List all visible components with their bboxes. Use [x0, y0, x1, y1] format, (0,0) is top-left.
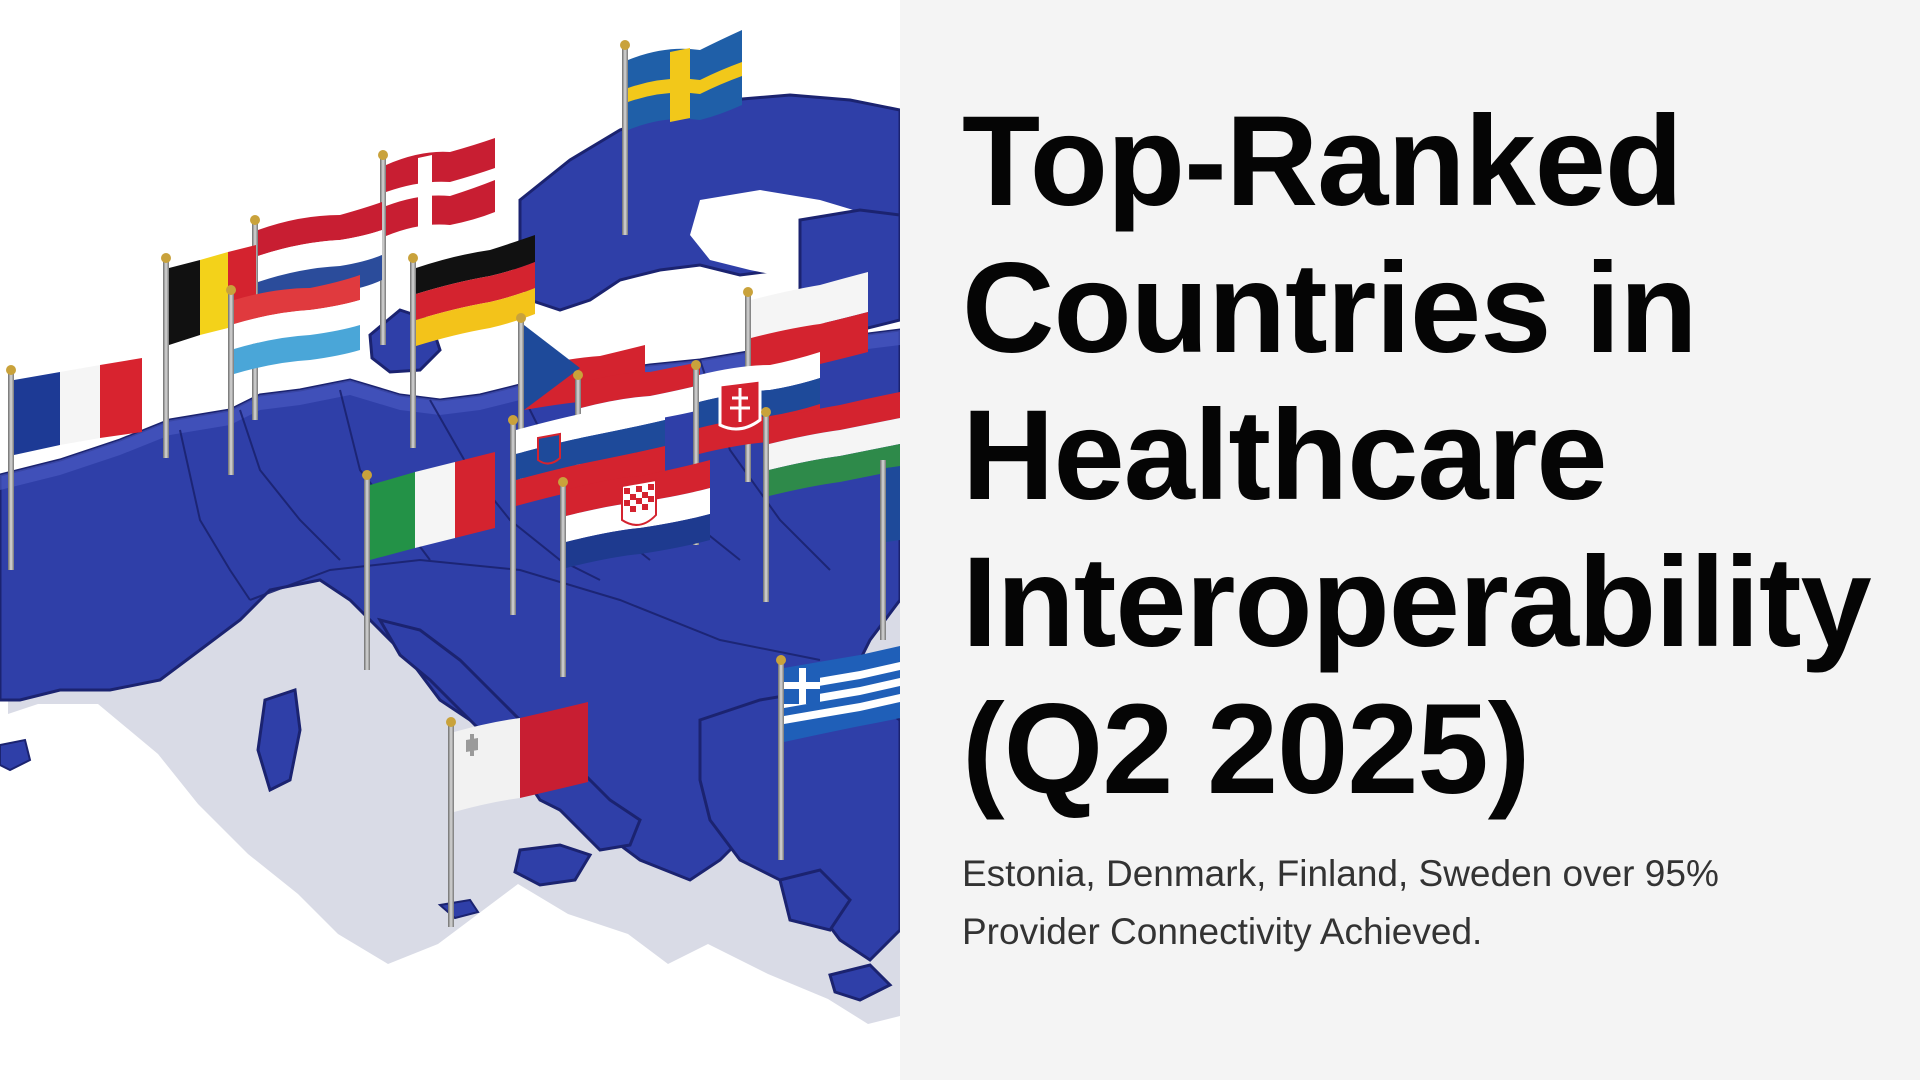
headline-line: Top-Ranked [962, 90, 1683, 233]
flag-greece [776, 646, 900, 860]
headline: Top-Ranked Countries in Healthcare Inter… [962, 88, 1880, 823]
flag-france [6, 358, 142, 570]
headline-line: Healthcare [962, 384, 1608, 527]
subtext: Estonia, Denmark, Finland, Sweden over 9… [962, 853, 1719, 952]
flag-denmark [378, 138, 495, 345]
headline-line: (Q2 2025) [962, 678, 1530, 821]
flag-sweden [620, 30, 742, 235]
headline-line: Countries in [962, 237, 1698, 380]
flag-hungary [761, 392, 900, 602]
europe-map-illustration [0, 0, 900, 1080]
flag-germany [408, 235, 535, 448]
flag-luxembourg [226, 275, 360, 475]
flag-malta [446, 702, 588, 927]
headline-line: Interoperability [962, 531, 1872, 674]
flag-czechia [516, 302, 645, 503]
europe-map-svg [0, 30, 900, 1024]
flag-croatia [558, 460, 710, 677]
flags [6, 30, 900, 927]
flag-italy [362, 452, 495, 670]
flag-edge-right [880, 460, 900, 640]
flag-slovenia [508, 396, 665, 615]
text-panel: Top-Ranked Countries in Healthcare Inter… [900, 0, 1920, 1080]
